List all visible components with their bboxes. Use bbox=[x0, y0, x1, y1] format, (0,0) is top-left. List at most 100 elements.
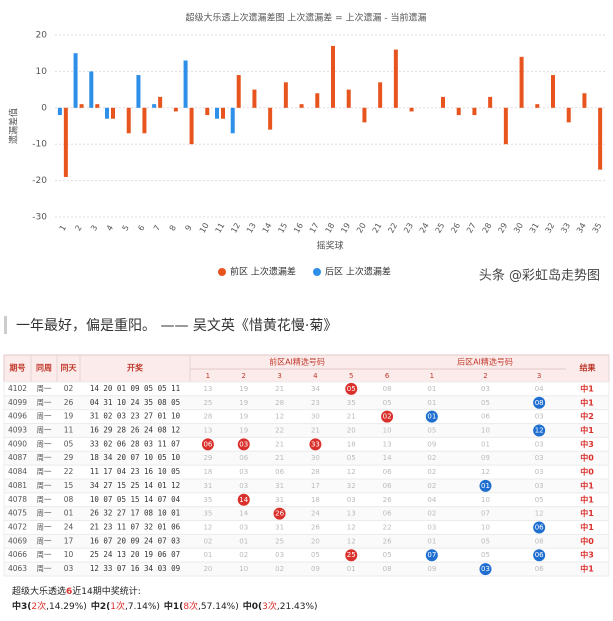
y-tick-label: -10 bbox=[32, 140, 47, 150]
draw-cell: 10 07 05 15 14 07 04 bbox=[90, 495, 181, 504]
front-cell: 13 bbox=[203, 385, 212, 393]
hit-ball bbox=[237, 493, 250, 506]
hit-ball bbox=[533, 549, 546, 562]
hit-ball bbox=[479, 479, 492, 492]
bar bbox=[566, 107, 571, 123]
front-cell: 13 bbox=[347, 510, 356, 518]
back-cell: 03 bbox=[535, 454, 544, 462]
bar bbox=[598, 107, 603, 170]
back-cell: 01 bbox=[481, 482, 490, 490]
bar bbox=[105, 107, 109, 119]
front-cell: 09 bbox=[311, 565, 320, 573]
front-cell: 20 bbox=[311, 537, 320, 545]
bar bbox=[456, 107, 461, 116]
cell: 22 bbox=[64, 467, 74, 476]
x-tick-label: 8 bbox=[168, 224, 178, 233]
front-cell: 03 bbox=[239, 524, 248, 532]
front-cell: 20 bbox=[347, 427, 356, 435]
back-cell: 01 bbox=[427, 413, 436, 421]
back-cell: 03 bbox=[427, 524, 436, 532]
bar bbox=[299, 104, 304, 108]
back-cell: 06 bbox=[535, 524, 544, 532]
y-tick-label: 0 bbox=[41, 103, 47, 113]
stats-count: 3次 bbox=[262, 600, 277, 612]
cell: 4087 bbox=[8, 453, 27, 462]
cell: 10 bbox=[64, 550, 74, 559]
x-tick-label: 5 bbox=[121, 224, 131, 233]
bar bbox=[268, 107, 273, 130]
front-cell: 03 bbox=[239, 482, 248, 490]
stats-rate: ,21.43%) bbox=[277, 602, 318, 612]
bar bbox=[57, 107, 62, 116]
front-cell: 14 bbox=[239, 496, 248, 504]
front-cell: 35 bbox=[347, 399, 356, 407]
front-cell: 20 bbox=[203, 565, 212, 573]
back-cell: 02 bbox=[427, 510, 436, 518]
header-sub: 4 bbox=[313, 372, 318, 380]
x-tick-label: 2 bbox=[73, 224, 83, 233]
front-cell: 28 bbox=[275, 399, 284, 407]
header-sub: 3 bbox=[537, 372, 541, 380]
cell: 4090 bbox=[8, 439, 27, 448]
y-tick-label: -30 bbox=[32, 213, 47, 223]
header-sub: 2 bbox=[483, 372, 487, 380]
back-cell: 12 bbox=[535, 427, 544, 435]
stats-label: 中2( bbox=[91, 600, 110, 612]
front-cell: 12 bbox=[347, 524, 356, 532]
header-cell: 结果 bbox=[580, 363, 596, 373]
x-tick-label: 29 bbox=[496, 221, 509, 234]
x-tick-label: 22 bbox=[386, 221, 399, 234]
front-cell: 19 bbox=[239, 427, 248, 435]
front-cell: 03 bbox=[239, 440, 248, 448]
stats-label: 中3( bbox=[12, 600, 31, 612]
result-cell: 中1 bbox=[580, 508, 594, 518]
bar bbox=[582, 93, 587, 108]
x-tick-label: 15 bbox=[276, 221, 289, 234]
x-tick-label: 16 bbox=[292, 221, 305, 234]
legend-swatch bbox=[218, 268, 226, 276]
y-tick-label: 10 bbox=[36, 67, 48, 77]
stats-line: 中3(2次,14.29%) 中2(1次,7.14%) 中1(8次,57.14%) 中0… bbox=[12, 600, 318, 612]
bar bbox=[362, 107, 367, 123]
back-cell: 05 bbox=[481, 551, 490, 559]
bar bbox=[73, 53, 78, 108]
result-cell: 中1 bbox=[580, 564, 594, 574]
draw-cell: 04 31 10 24 35 08 05 bbox=[90, 398, 180, 407]
draw-cell: 31 02 03 23 27 01 10 bbox=[90, 412, 181, 421]
header-sub: 1 bbox=[430, 372, 434, 380]
front-cell: 08 bbox=[383, 565, 392, 573]
bar bbox=[142, 107, 147, 134]
x-tick-label: 33 bbox=[559, 221, 572, 234]
cell: 周一 bbox=[37, 564, 52, 573]
front-cell: 22 bbox=[275, 427, 284, 435]
bar bbox=[215, 107, 219, 119]
cell: 周一 bbox=[37, 550, 52, 559]
result-cell: 中1 bbox=[580, 494, 594, 504]
front-cell: 03 bbox=[239, 468, 248, 476]
front-cell: 02 bbox=[275, 565, 284, 573]
cell: 02 bbox=[64, 384, 74, 393]
front-cell: 03 bbox=[347, 496, 356, 504]
bar bbox=[535, 104, 540, 108]
cell: 26 bbox=[64, 398, 74, 407]
bar bbox=[378, 82, 383, 108]
bar bbox=[111, 107, 115, 119]
front-cell: 21 bbox=[275, 454, 284, 462]
quote: 一年最好，偏是重阳。 —— 吴文英《惜黄花慢·菊》 bbox=[16, 317, 337, 334]
front-cell: 06 bbox=[383, 482, 392, 490]
front-cell: 34 bbox=[311, 385, 320, 393]
front-cell: 05 bbox=[383, 399, 392, 407]
header-cell: 后区AI精选号码 bbox=[457, 357, 513, 367]
hit-ball bbox=[425, 410, 438, 423]
chart-title: 超级大乐透上次遗漏差图 上次遗漏差 = 上次遗漏 - 当前遗漏 bbox=[185, 12, 426, 24]
bar bbox=[472, 107, 477, 116]
back-cell: 03 bbox=[535, 468, 544, 476]
back-cell: 10 bbox=[481, 496, 490, 504]
front-cell: 23 bbox=[311, 399, 320, 407]
draw-cell: 33 02 06 28 03 11 07 bbox=[90, 439, 180, 448]
front-cell: 18 bbox=[203, 468, 212, 476]
bar bbox=[136, 75, 141, 108]
draw-cell: 14 20 01 09 05 05 11 bbox=[90, 384, 180, 393]
back-cell: 05 bbox=[481, 537, 490, 545]
